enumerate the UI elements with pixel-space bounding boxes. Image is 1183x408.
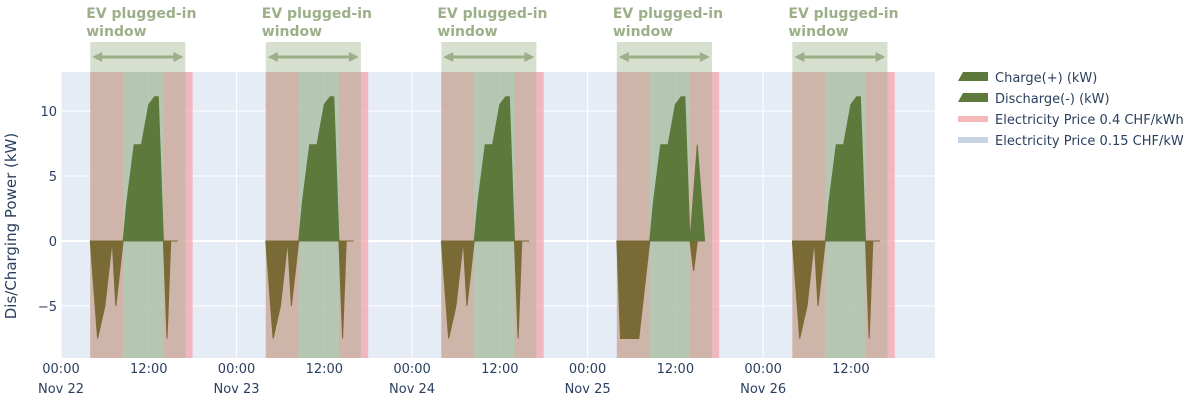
y-axis-label: Dis/Charging Power (kW) [2, 133, 20, 320]
plug-window-arrow-head-left [443, 52, 454, 62]
legend-label: Discharge(-) (kW) [995, 92, 1110, 107]
charge-area [122, 96, 164, 242]
plug-window-label-line: window [262, 24, 322, 40]
x-tick-label: 12:00 [832, 362, 869, 377]
plug-window-label-line: window [788, 24, 848, 40]
plug-window-label-line: EV plugged-in [437, 6, 547, 22]
x-tick-label: 00:00 [744, 362, 781, 377]
charge-area [649, 96, 706, 242]
plug-window-arrow-head-right [173, 52, 184, 62]
charge-area [473, 96, 515, 242]
plug-window-label: EV plugged-in window [437, 6, 547, 40]
plug-window-arrow-head-left [92, 52, 103, 62]
plug-window-label-line: EV plugged-in [262, 6, 372, 22]
plug-window-arrow-head-right [875, 52, 886, 62]
y-tick-label: 0 [49, 235, 57, 250]
y-tick-label: −5 [38, 300, 57, 315]
legend-label: Charge(+) (kW) [995, 71, 1097, 86]
x-tick-label: 12:00 [306, 362, 343, 377]
plug-window-label-line: window [437, 24, 497, 40]
y-tick-label: 10 [40, 105, 57, 120]
x-tick-date-label: Nov 22 [38, 382, 84, 397]
legend: Charge(+) (kW) Discharge(-) (kW) Electrici… [958, 71, 1183, 149]
plug-window-label: EV plugged-in window [788, 6, 898, 40]
plug-window-label-line: window [613, 24, 673, 40]
legend-swatch-charge [958, 72, 988, 81]
plot-area [60, 42, 935, 358]
plug-window-arrow-head-right [348, 52, 359, 62]
legend-swatch-discharge [958, 93, 988, 102]
x-tick-date-label: Nov 23 [214, 382, 260, 397]
plug-window-label: EV plugged-in window [613, 6, 723, 40]
plug-window-arrow-head-left [618, 52, 629, 62]
plug-window-label-line: window [86, 24, 146, 40]
charge-area [824, 96, 867, 242]
plug-window-label-line: EV plugged-in [613, 6, 723, 22]
x-tick-label: 12:00 [481, 362, 518, 377]
plug-window-label: EV plugged-in window [86, 6, 196, 40]
plug-window-label-line: EV plugged-in [788, 6, 898, 22]
axes: Dis/Charging Power (kW) −5 0 5 10 00:00 Nov 2… [2, 105, 870, 397]
x-tick-date-label: Nov 25 [565, 382, 611, 397]
plug-window-label-line: EV plugged-in [86, 6, 196, 22]
x-tick-date-label: Nov 24 [389, 382, 435, 397]
x-tick-label: 00:00 [218, 362, 255, 377]
x-tick-label: 12:00 [130, 362, 167, 377]
plug-window-arrow-head-right [524, 52, 535, 62]
x-tick-label: 00:00 [569, 362, 606, 377]
plug-window-arrow-head-left [267, 52, 278, 62]
legend-label: Electricity Price 0.4 CHF/kWh [995, 113, 1183, 128]
x-tick-date-label: Nov 26 [740, 382, 786, 397]
x-tick-label: 12:00 [657, 362, 694, 377]
plug-window-arrow-head-left [794, 52, 805, 62]
y-tick-label: 5 [49, 170, 57, 185]
x-tick-label: 00:00 [42, 362, 79, 377]
charge-area [298, 96, 340, 242]
plug-window-label: EV plugged-in window [262, 6, 372, 40]
legend-label: Electricity Price 0.15 CHF/kWh [995, 134, 1183, 149]
plug-window-arrow-head-right [699, 52, 710, 62]
x-tick-label: 00:00 [393, 362, 430, 377]
